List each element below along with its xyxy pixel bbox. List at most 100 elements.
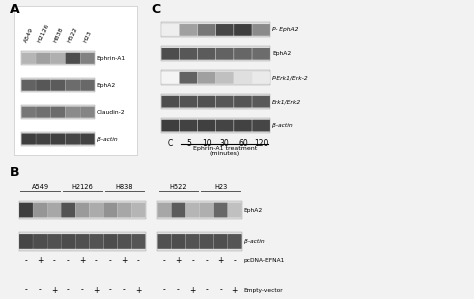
- Bar: [14, 6, 137, 155]
- FancyBboxPatch shape: [216, 120, 234, 132]
- Text: +: +: [135, 286, 142, 295]
- Text: -: -: [39, 286, 41, 295]
- Text: 120: 120: [254, 139, 268, 148]
- Text: Claudin-2: Claudin-2: [97, 110, 125, 115]
- FancyBboxPatch shape: [36, 53, 51, 64]
- Text: -: -: [205, 286, 208, 295]
- FancyBboxPatch shape: [186, 203, 200, 217]
- FancyBboxPatch shape: [51, 133, 65, 145]
- Text: +: +: [231, 286, 238, 295]
- FancyBboxPatch shape: [186, 234, 200, 249]
- Text: -: -: [163, 256, 166, 265]
- FancyBboxPatch shape: [234, 48, 252, 60]
- FancyBboxPatch shape: [65, 133, 80, 145]
- Bar: [161, 94, 270, 109]
- FancyBboxPatch shape: [252, 72, 270, 84]
- FancyBboxPatch shape: [90, 234, 103, 249]
- Text: -: -: [25, 256, 27, 265]
- Text: β-actin: β-actin: [97, 137, 118, 141]
- FancyBboxPatch shape: [180, 24, 197, 36]
- FancyBboxPatch shape: [162, 24, 179, 36]
- Text: H522: H522: [67, 26, 79, 43]
- Text: H838: H838: [52, 26, 64, 43]
- FancyBboxPatch shape: [216, 24, 234, 36]
- FancyBboxPatch shape: [234, 96, 252, 108]
- FancyBboxPatch shape: [172, 203, 185, 217]
- FancyBboxPatch shape: [36, 80, 51, 91]
- FancyBboxPatch shape: [198, 24, 215, 36]
- Bar: [161, 118, 270, 133]
- FancyBboxPatch shape: [21, 53, 36, 64]
- FancyBboxPatch shape: [118, 203, 131, 217]
- FancyBboxPatch shape: [162, 120, 179, 132]
- Text: Erk1/Erk2: Erk1/Erk2: [272, 99, 301, 104]
- FancyBboxPatch shape: [65, 80, 80, 91]
- FancyBboxPatch shape: [80, 53, 95, 64]
- FancyBboxPatch shape: [162, 48, 179, 60]
- Bar: [21, 105, 95, 119]
- FancyBboxPatch shape: [162, 96, 179, 108]
- Text: -: -: [25, 286, 27, 295]
- FancyBboxPatch shape: [252, 48, 270, 60]
- Text: -: -: [81, 286, 83, 295]
- Bar: [157, 232, 242, 251]
- FancyBboxPatch shape: [80, 106, 95, 118]
- Text: β-actin: β-actin: [244, 239, 264, 244]
- FancyBboxPatch shape: [198, 120, 215, 132]
- FancyBboxPatch shape: [200, 203, 213, 217]
- Text: +: +: [37, 256, 43, 265]
- Text: EphA2: EphA2: [272, 51, 292, 56]
- FancyBboxPatch shape: [252, 120, 270, 132]
- FancyBboxPatch shape: [198, 48, 215, 60]
- Text: Empty-vector: Empty-vector: [244, 288, 283, 292]
- Text: 10: 10: [202, 139, 211, 148]
- FancyBboxPatch shape: [51, 80, 65, 91]
- FancyBboxPatch shape: [19, 203, 33, 217]
- FancyBboxPatch shape: [252, 24, 270, 36]
- Text: A549: A549: [23, 27, 34, 43]
- FancyBboxPatch shape: [162, 72, 179, 84]
- Text: EphA2: EphA2: [244, 208, 263, 213]
- FancyBboxPatch shape: [90, 203, 103, 217]
- FancyBboxPatch shape: [51, 53, 65, 64]
- FancyBboxPatch shape: [216, 72, 234, 84]
- FancyBboxPatch shape: [47, 234, 61, 249]
- FancyBboxPatch shape: [21, 80, 36, 91]
- FancyBboxPatch shape: [80, 133, 95, 145]
- FancyBboxPatch shape: [180, 96, 197, 108]
- Bar: [161, 22, 270, 37]
- Text: 5: 5: [186, 139, 191, 148]
- Text: -: -: [205, 256, 208, 265]
- FancyBboxPatch shape: [132, 234, 146, 249]
- FancyBboxPatch shape: [198, 96, 215, 108]
- Text: P- EphA2: P- EphA2: [272, 28, 299, 32]
- FancyBboxPatch shape: [47, 203, 61, 217]
- Text: -: -: [163, 286, 166, 295]
- Text: -: -: [219, 286, 222, 295]
- FancyBboxPatch shape: [157, 203, 171, 217]
- FancyBboxPatch shape: [36, 106, 51, 118]
- Text: H2126: H2126: [37, 23, 50, 43]
- Text: H522: H522: [170, 184, 187, 190]
- FancyBboxPatch shape: [21, 106, 36, 118]
- Bar: [21, 51, 95, 65]
- Text: A: A: [9, 3, 19, 16]
- Bar: [21, 132, 95, 146]
- FancyBboxPatch shape: [200, 234, 213, 249]
- Text: +: +: [93, 286, 100, 295]
- FancyBboxPatch shape: [198, 72, 215, 84]
- Text: -: -: [53, 256, 55, 265]
- FancyBboxPatch shape: [80, 80, 95, 91]
- Text: -: -: [109, 286, 112, 295]
- FancyBboxPatch shape: [75, 234, 89, 249]
- FancyBboxPatch shape: [180, 120, 197, 132]
- Text: +: +: [51, 286, 57, 295]
- Text: B: B: [9, 166, 19, 179]
- Text: Ephrin-A1 treatment
(minutes): Ephrin-A1 treatment (minutes): [192, 146, 257, 156]
- Text: 30: 30: [220, 139, 229, 148]
- Text: 60: 60: [238, 139, 248, 148]
- Text: H23: H23: [82, 30, 92, 43]
- FancyBboxPatch shape: [61, 203, 75, 217]
- FancyBboxPatch shape: [180, 48, 197, 60]
- FancyBboxPatch shape: [216, 96, 234, 108]
